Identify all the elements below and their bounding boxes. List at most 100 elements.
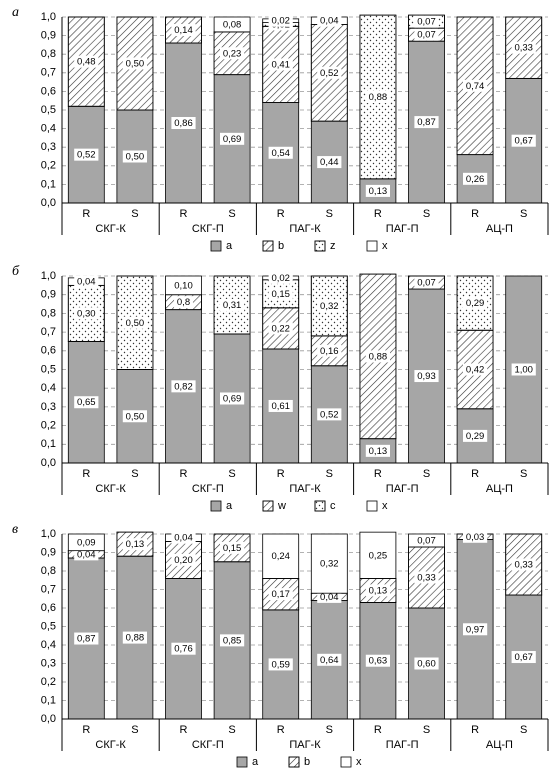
y-tick-label: 0,7	[41, 67, 56, 79]
legend-label: x	[356, 756, 362, 768]
legend-label: z	[330, 240, 336, 252]
x-tick-label: S	[131, 724, 138, 736]
value-label: 0,02	[271, 16, 290, 27]
value-label: 0,85	[223, 635, 242, 646]
y-tick-label: 0,8	[41, 48, 56, 60]
y-tick-label: 0,0	[41, 457, 56, 469]
legend-label: c	[330, 500, 336, 512]
value-label: 0,82	[174, 381, 193, 392]
label-bg	[414, 15, 439, 28]
value-label: 0,64	[320, 655, 339, 666]
value-label: 0,24	[271, 551, 290, 562]
y-tick-label: 1,0	[41, 270, 56, 282]
label-bg	[463, 363, 488, 376]
label-bg	[365, 90, 390, 103]
label-bg	[268, 550, 293, 563]
value-label: 0,08	[223, 19, 242, 30]
legend-pattern	[262, 500, 274, 512]
y-tick-label: 0,3	[41, 657, 56, 669]
label-bg	[220, 634, 245, 647]
label-bg	[122, 631, 147, 644]
group-label: ПАГ-К	[289, 483, 321, 495]
label-bg	[511, 134, 536, 147]
value-label: 0,31	[223, 300, 242, 311]
x-tick-label: S	[423, 468, 430, 480]
x-tick-label: R	[471, 724, 479, 736]
label-bg	[317, 14, 342, 27]
x-tick-label: R	[374, 724, 382, 736]
legend-label: a	[226, 240, 233, 252]
value-label: 0,13	[126, 539, 145, 550]
group-label: АЦ-П	[486, 739, 513, 751]
value-label: 0,22	[271, 323, 290, 334]
group-label: СКГ-П	[192, 739, 224, 751]
value-label: 0,26	[466, 174, 485, 185]
value-label: 0,93	[417, 371, 436, 382]
label-bg	[74, 536, 99, 549]
label-bg	[268, 322, 293, 335]
value-label: 0,13	[369, 446, 388, 457]
legend-swatch	[210, 500, 222, 512]
group-label: СКГ-П	[192, 223, 224, 235]
y-tick-label: 0,9	[41, 30, 56, 42]
label-bg	[122, 316, 147, 329]
label-bg	[365, 549, 390, 562]
label-bg	[414, 276, 439, 289]
value-label: 0,69	[223, 394, 242, 405]
x-tick-label: S	[520, 724, 527, 736]
group-label: ПАГ-П	[386, 483, 419, 495]
label-bg	[171, 531, 196, 544]
value-label: 0,41	[271, 59, 290, 70]
x-tick-label: S	[423, 208, 430, 220]
legend-swatch	[366, 500, 378, 512]
label-bg	[171, 380, 196, 393]
y-tick-label: 0,0	[41, 197, 56, 209]
value-label: 0,50	[126, 152, 145, 163]
x-tick-label: S	[326, 468, 333, 480]
label-bg	[122, 410, 147, 423]
panel-label: б	[12, 264, 20, 279]
value-label: 0,8	[177, 297, 190, 308]
label-bg	[414, 370, 439, 383]
label-bg	[268, 58, 293, 71]
legend-label: x	[382, 500, 388, 512]
x-tick-label: S	[228, 468, 235, 480]
label-bg	[268, 14, 293, 27]
label-bg	[74, 632, 99, 645]
value-label: 0,67	[514, 136, 533, 147]
value-label: 0,04	[77, 277, 96, 288]
value-label: 0,02	[271, 273, 290, 284]
x-tick-label: R	[471, 208, 479, 220]
value-label: 0,15	[271, 289, 290, 300]
label-bg	[171, 553, 196, 566]
legend-label: b	[278, 240, 284, 252]
label-bg	[365, 184, 390, 197]
x-tick-label: R	[471, 468, 479, 480]
y-tick-label: 0,3	[41, 141, 56, 153]
y-tick-label: 0,1	[41, 438, 56, 450]
label-bg	[317, 156, 342, 169]
value-label: 1,00	[514, 365, 533, 376]
value-label: 0,10	[174, 280, 193, 291]
x-tick-label: R	[180, 468, 188, 480]
value-label: 0,44	[320, 157, 339, 168]
value-label: 0,60	[417, 659, 436, 670]
value-label: 0,32	[320, 301, 339, 312]
y-tick-label: 1,0	[41, 528, 56, 540]
value-label: 0,65	[77, 397, 96, 408]
group-label: СКГ-П	[192, 483, 224, 495]
label-bg	[174, 296, 193, 309]
label-bg	[220, 392, 245, 405]
y-tick-label: 0,5	[41, 104, 56, 116]
panel-label: а	[12, 5, 19, 20]
value-label: 0,88	[126, 633, 145, 644]
value-label: 0,30	[77, 308, 96, 319]
y-tick-label: 0,1	[41, 694, 56, 706]
value-label: 0,20	[174, 555, 193, 566]
group-label: ПАГ-К	[289, 223, 321, 235]
x-tick-label: S	[228, 724, 235, 736]
label-bg	[122, 150, 147, 163]
value-label: 0,86	[174, 118, 193, 129]
label-bg	[463, 79, 488, 92]
label-bg	[74, 275, 99, 288]
